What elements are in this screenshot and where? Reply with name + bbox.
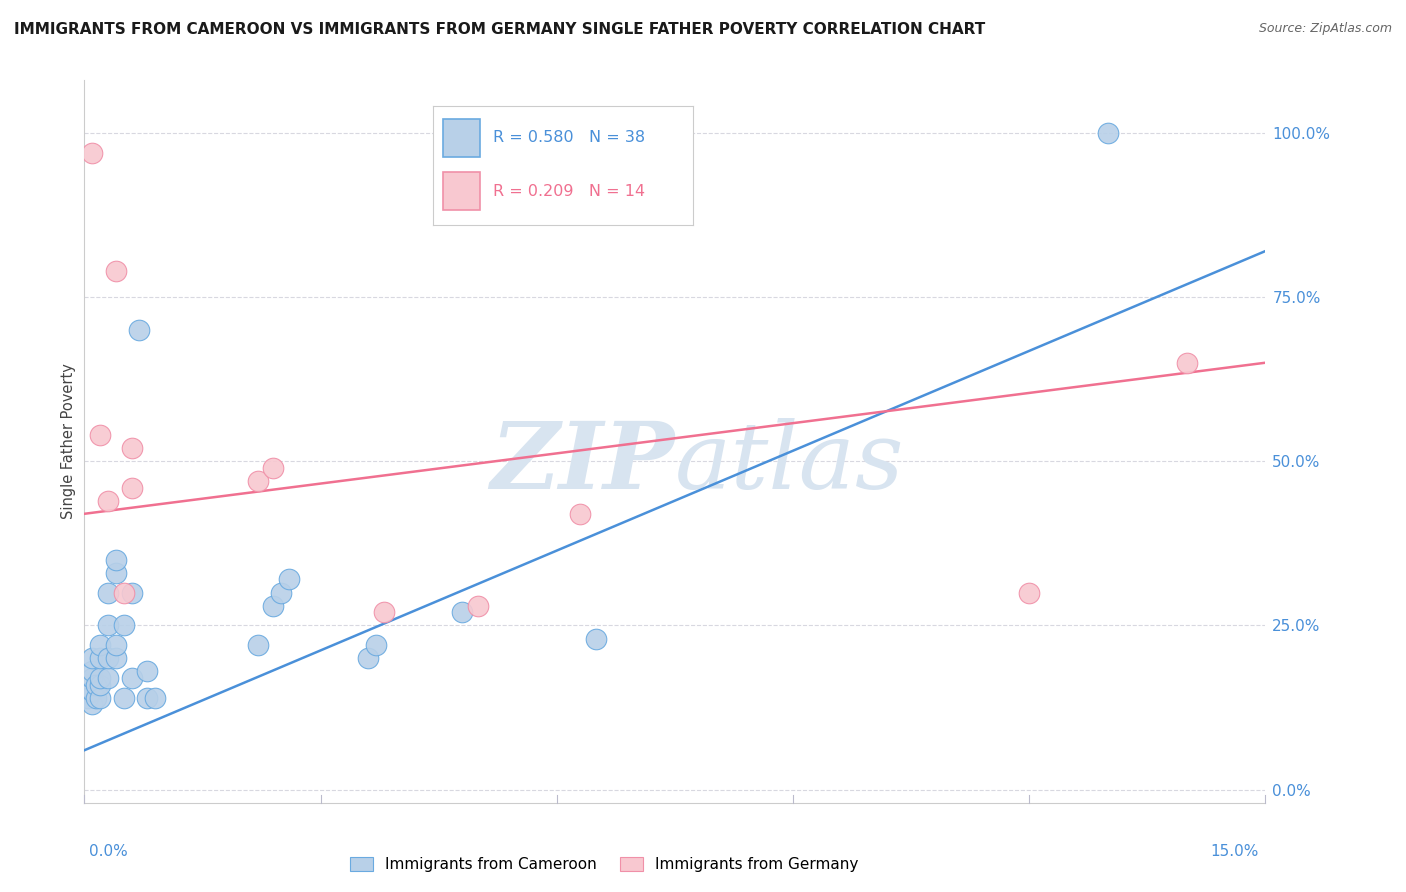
Point: [89, 690, 111, 705]
Point: [89, 651, 111, 665]
Point: [128, 323, 150, 337]
Point: [82, 651, 104, 665]
Point: [270, 585, 292, 599]
Point: [97, 671, 120, 685]
Point: [451, 605, 474, 619]
Point: [104, 264, 127, 278]
Point: [82, 684, 104, 698]
Text: IMMIGRANTS FROM CAMEROON VS IMMIGRANTS FROM GERMANY SINGLE FATHER POVERTY CORREL: IMMIGRANTS FROM CAMEROON VS IMMIGRANTS F…: [14, 22, 986, 37]
Point: [112, 690, 135, 705]
Text: atlas: atlas: [675, 418, 904, 508]
Point: [82, 671, 104, 685]
Point: [136, 690, 159, 705]
Point: [89, 638, 111, 652]
Point: [373, 605, 395, 619]
Text: Source: ZipAtlas.com: Source: ZipAtlas.com: [1258, 22, 1392, 36]
Point: [104, 651, 127, 665]
Point: [1097, 126, 1119, 140]
Point: [82, 145, 104, 160]
Point: [104, 566, 127, 580]
Point: [121, 671, 143, 685]
Point: [121, 481, 143, 495]
Point: [569, 507, 592, 521]
Point: [82, 698, 104, 712]
Point: [77, 690, 100, 705]
Point: [97, 585, 120, 599]
Point: [143, 690, 166, 705]
Point: [121, 441, 143, 455]
Point: [357, 651, 380, 665]
Point: [246, 474, 269, 488]
Y-axis label: Single Father Poverty: Single Father Poverty: [60, 364, 76, 519]
Point: [97, 651, 120, 665]
Point: [104, 553, 127, 567]
Point: [585, 632, 607, 646]
Point: [89, 671, 111, 685]
Point: [97, 618, 120, 632]
Point: [262, 460, 284, 475]
Point: [121, 585, 143, 599]
Point: [89, 428, 111, 442]
Point: [84, 677, 107, 691]
Legend: Immigrants from Cameroon, Immigrants from Germany: Immigrants from Cameroon, Immigrants fro…: [343, 850, 865, 879]
Point: [364, 638, 387, 652]
Text: 15.0%: 15.0%: [1211, 845, 1258, 859]
Point: [82, 665, 104, 679]
Point: [1018, 585, 1040, 599]
Point: [467, 599, 489, 613]
Point: [1175, 356, 1198, 370]
Point: [89, 677, 111, 691]
Point: [278, 573, 301, 587]
Text: ZIP: ZIP: [491, 418, 675, 508]
Point: [246, 638, 269, 652]
Point: [112, 618, 135, 632]
Point: [104, 638, 127, 652]
Text: 0.0%: 0.0%: [89, 845, 128, 859]
Point: [136, 665, 159, 679]
Point: [84, 690, 107, 705]
Point: [112, 585, 135, 599]
Point: [262, 599, 284, 613]
Point: [97, 493, 120, 508]
